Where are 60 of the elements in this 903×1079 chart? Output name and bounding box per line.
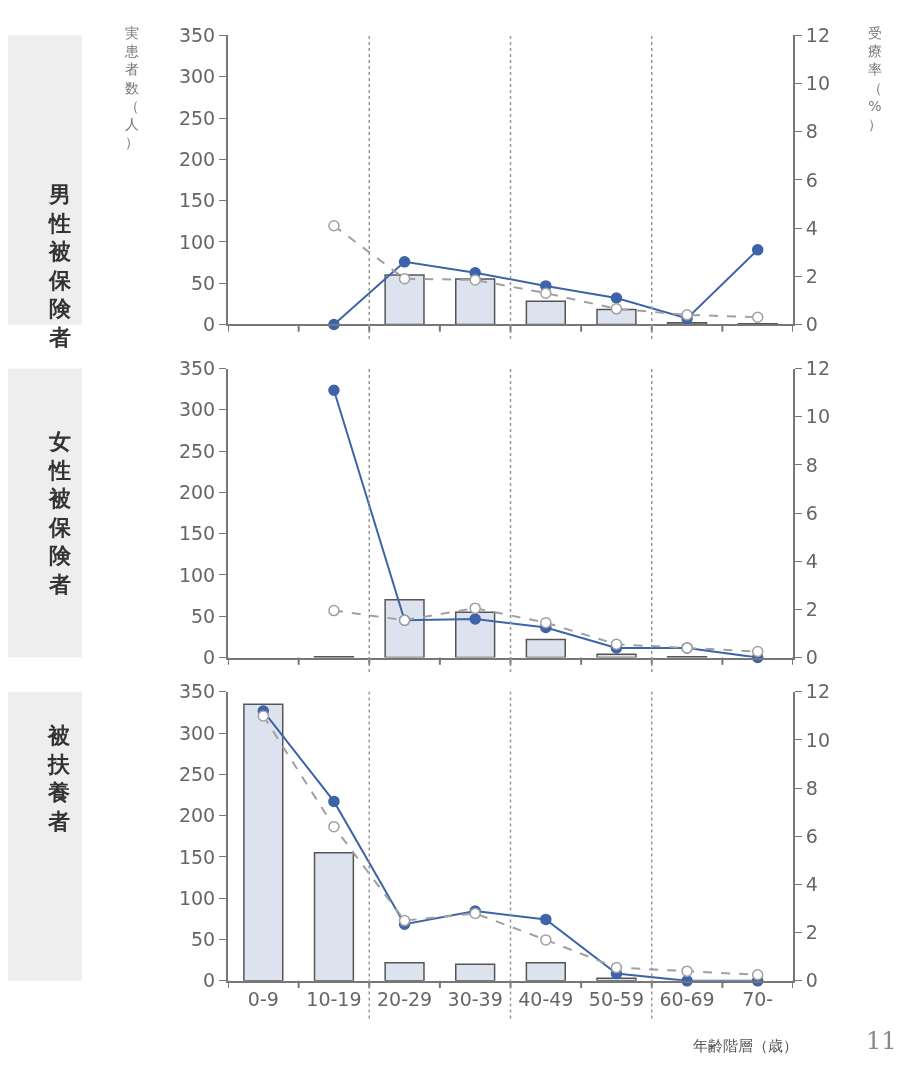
y2-tick-label: 6 (805, 824, 818, 847)
y2-tick-label: 12 (805, 24, 830, 47)
y-tick-label: 200 (178, 481, 216, 504)
text: 被扶養者 (47, 723, 71, 834)
x-tick-label: 10-19 (306, 987, 362, 1010)
y2-tick-label: 2 (805, 921, 818, 944)
y-tick-label: 200 (178, 147, 216, 170)
y-tick-label: 250 (178, 763, 216, 786)
y-tick-label: 350 (178, 357, 216, 380)
text: 11 (866, 1027, 897, 1055)
y2-tick-label: 4 (805, 873, 818, 896)
y2-tick-label: 12 (805, 357, 830, 380)
y-tick-label: 50 (191, 928, 216, 951)
y-tick-label: 100 (178, 230, 216, 253)
y-tick-label: 250 (178, 106, 216, 129)
y-tick-label: 300 (178, 721, 216, 744)
y-tick-label: 300 (178, 398, 216, 421)
y-tick-label: 200 (178, 804, 216, 827)
y2-tick-label: 6 (805, 501, 818, 524)
y2-tick-label: 10 (805, 405, 830, 428)
x-axis-title: 年齢階層（歳） (693, 1037, 798, 1055)
y2-tick-label: 12 (805, 680, 830, 703)
y-tick-label: 50 (191, 604, 216, 627)
y2-tick-label: 4 (805, 549, 818, 572)
y-tick-label: 250 (178, 439, 216, 462)
y2-tick-label: 2 (805, 264, 818, 287)
y2-tick-label: 6 (805, 168, 818, 191)
y2-tick-label: 10 (805, 728, 830, 751)
y2-tick-label: 4 (805, 216, 818, 239)
x-tick-label: 70- (742, 987, 774, 1010)
y-tick-label: 150 (178, 189, 216, 212)
y-tick-label: 100 (178, 563, 216, 586)
y-tick-label: 350 (178, 24, 216, 47)
y-tick-label: 50 (191, 271, 216, 294)
y2-tick-label: 0 (805, 646, 818, 669)
y-tick-label: 150 (178, 845, 216, 868)
y-tick-label: 0 (203, 313, 216, 336)
text: 男性被保険者 (47, 182, 72, 350)
y-axis-title: 実患者数（人） (124, 25, 139, 151)
y2-tick-label: 10 (805, 72, 830, 95)
y2-tick-label: 8 (805, 453, 818, 476)
x-tick-label: 30-39 (447, 987, 503, 1010)
text: 女性被保険者 (47, 429, 72, 597)
y2-axis-title: 受療率（%） (868, 25, 882, 132)
x-tick-label: 50-59 (588, 987, 645, 1010)
x-tick-label: 60-69 (659, 987, 715, 1010)
y2-tick-label: 8 (805, 120, 818, 143)
y-tick-label: 100 (178, 886, 216, 909)
y-tick-label: 150 (178, 522, 216, 545)
y2-tick-label: 0 (805, 969, 818, 992)
x-tick-label: 40-49 (518, 987, 574, 1010)
y2-tick-label: 0 (805, 313, 818, 336)
x-tick-label: 20-29 (376, 987, 433, 1010)
x-tick-label: 0-9 (247, 987, 279, 1010)
y2-tick-label: 8 (805, 776, 818, 799)
y2-tick-label: 2 (805, 598, 818, 621)
y-tick-label: 300 (178, 65, 216, 88)
y-tick-label: 0 (203, 969, 216, 992)
y-tick-label: 350 (178, 680, 216, 703)
y-tick-label: 0 (203, 646, 216, 669)
